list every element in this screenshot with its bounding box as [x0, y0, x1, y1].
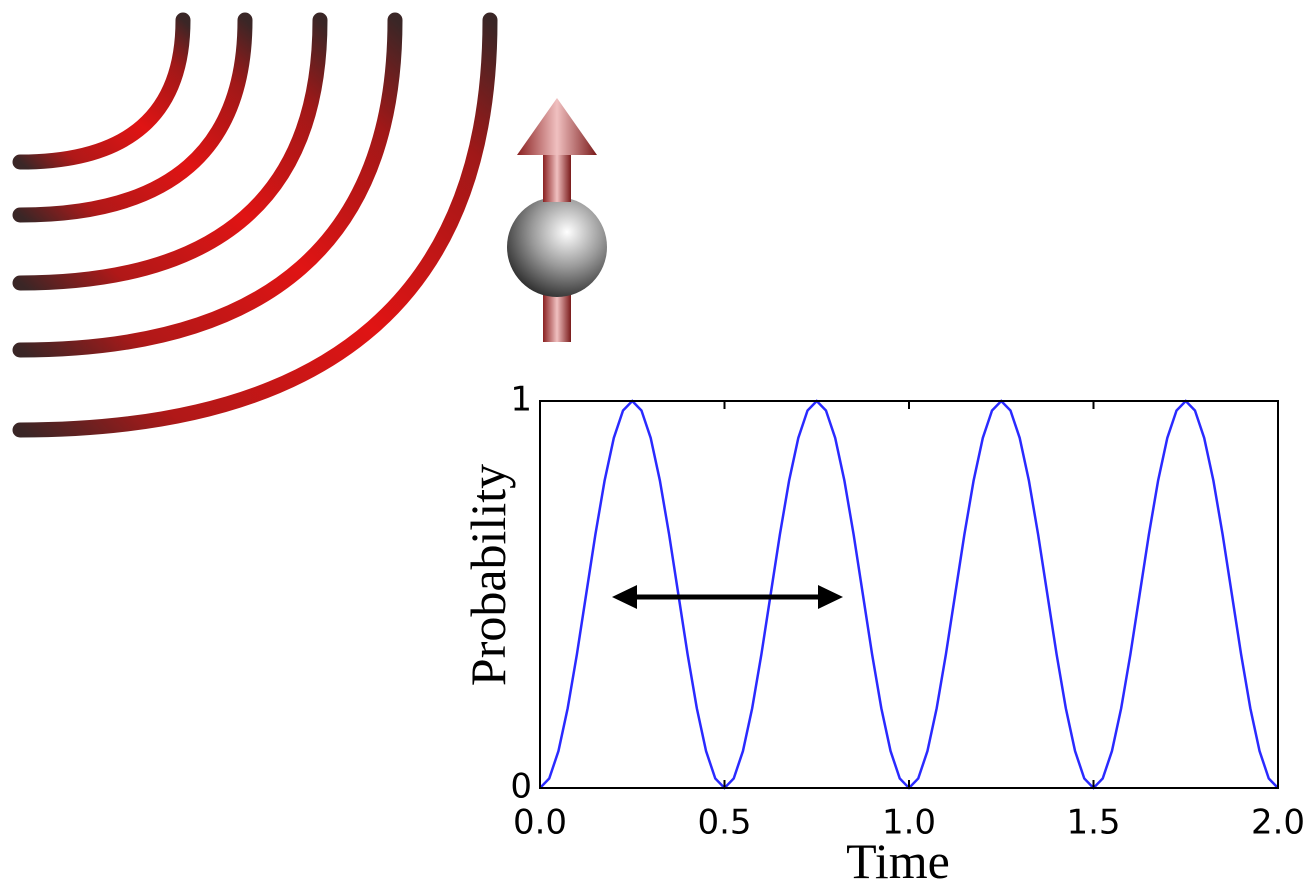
arrow-head: [612, 585, 637, 609]
arrow-head: [818, 585, 843, 609]
y-axis-label: Probability: [460, 464, 516, 686]
y-tick-label: 0: [510, 767, 532, 807]
spin-ball: [507, 197, 607, 297]
figure: 0.00.51.01.52.001 Time Probability: [0, 0, 1310, 885]
y-tick-label: 1: [510, 380, 532, 420]
wave: [20, 20, 490, 430]
spin-head: [517, 98, 597, 155]
x-tick-label: 0.5: [697, 803, 751, 843]
waves: [20, 20, 490, 430]
wave: [20, 20, 245, 215]
period-arrow: [612, 585, 843, 609]
x-tick-label: 2.0: [1251, 803, 1305, 843]
wave: [20, 20, 183, 162]
x-tick-label: 0.0: [513, 803, 567, 843]
wave: [20, 20, 395, 350]
spin: [507, 98, 607, 342]
spin-shaft-upper: [543, 150, 571, 202]
x-tick-label: 1.5: [1066, 803, 1120, 843]
x-axis-label: Time: [846, 833, 950, 885]
